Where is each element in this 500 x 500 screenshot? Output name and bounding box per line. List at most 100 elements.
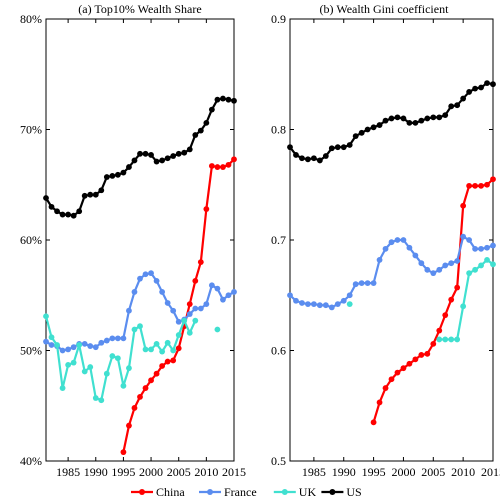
panel-b-x-tick-label: 2000: [391, 465, 415, 479]
panel-a-point-china: [175, 345, 182, 352]
panel-b-point-france: [352, 281, 359, 288]
panel-a-point-china: [197, 259, 204, 265]
panel-b-point-us: [478, 84, 484, 91]
panel-a-point-china: [159, 363, 166, 369]
panel-a-point-china: [203, 206, 210, 212]
panel-a-point-uk: [148, 346, 154, 353]
panel-b-x-tick-label: 2015: [481, 465, 500, 479]
panel-a-point-uk: [164, 339, 171, 346]
panel-b-point-france: [305, 301, 311, 307]
panel-b-point-us: [448, 103, 455, 110]
panel-a-title: (a) Top10% Wealth Share: [78, 2, 201, 16]
panel-b-point-china: [478, 182, 484, 189]
panel-a-point-france: [120, 335, 127, 342]
panel-b-point-france: [316, 302, 323, 309]
panel-b-series-us: [287, 80, 496, 164]
panel-b-point-china: [472, 182, 478, 189]
panel-b-point-us: [334, 144, 341, 151]
panel-a-point-france: [192, 305, 199, 312]
panel-b-point-china: [454, 284, 461, 291]
panel-a-point-france: [59, 347, 66, 354]
panel-b-point-france: [484, 244, 490, 251]
panel-b-point-china: [394, 369, 401, 376]
panel-b-point-us: [340, 144, 347, 151]
panel-a-point-uk: [153, 340, 160, 347]
panel-a-point-us: [54, 208, 60, 215]
panel-a-point-china: [220, 164, 226, 170]
panel-a-point-uk: [175, 332, 182, 338]
panel-b-point-uk: [466, 270, 473, 277]
panel-b-point-us: [442, 112, 449, 119]
panel-b-point-us: [382, 117, 389, 124]
panel-a-point-uk: [109, 353, 116, 359]
panel-b-point-china: [418, 352, 425, 358]
panel-a-point-us: [159, 157, 166, 164]
panel-a-x-tick-label: 2010: [194, 465, 218, 479]
panel-b-point-france: [340, 297, 347, 304]
panel-a-y-tick-label: 60%: [20, 233, 42, 247]
panel-a-point-us: [220, 95, 226, 102]
panel-a-point-us: [192, 132, 199, 138]
panel-b-point-us: [394, 114, 401, 121]
panel-a-x-tick-label: 1995: [111, 465, 135, 479]
panel-a-series-line-china: [122, 158, 235, 453]
panel-b-point-china: [370, 419, 377, 426]
panel-b-point-us: [454, 102, 461, 109]
panel-b-point-france: [388, 239, 395, 246]
panel-a-point-france: [186, 311, 193, 317]
panel-a-point-uk: [70, 359, 77, 366]
panel-a-x-tick-label: 2005: [167, 465, 191, 479]
panel-b-point-france: [436, 266, 443, 273]
panel-b-y-tick-label: 0.7: [271, 233, 286, 247]
panel-b-point-france: [394, 237, 401, 243]
panel-b-y-tick-label: 0.8: [271, 123, 286, 137]
panel-a-point-us: [131, 157, 138, 164]
panel-b-point-us: [460, 95, 467, 102]
panel-a-point-china: [137, 394, 143, 400]
panel-a-point-france: [148, 270, 154, 277]
panel-a-point-us: [175, 150, 182, 157]
panel-b-point-china: [388, 376, 395, 383]
panel-b-point-us: [352, 133, 359, 140]
panel-b-point-china: [448, 296, 455, 303]
panel-a-point-uk: [126, 365, 132, 372]
panel-b-point-china: [490, 176, 496, 183]
panel-a-point-us: [59, 211, 66, 218]
panel-b-title: (b) Wealth Gini coefficient: [320, 2, 450, 16]
panel-b-x-tick-label: 1995: [362, 465, 386, 479]
panel-a-point-us: [48, 203, 55, 210]
panel-a-point-france: [159, 289, 166, 295]
panel-b-point-uk: [448, 336, 455, 343]
panel-b-point-us: [400, 115, 407, 122]
panel-a-point-us: [225, 96, 232, 103]
panel-a-point-france: [231, 289, 237, 295]
panel-a-point-us: [114, 171, 121, 178]
panel-b-point-france: [460, 233, 467, 240]
panel-a-point-uk: [142, 346, 149, 353]
panel-b-point-france: [358, 280, 365, 286]
panel-b-point-france: [328, 304, 335, 311]
panel-b-point-china: [460, 202, 467, 209]
panel-b-point-china: [442, 312, 449, 319]
panel-a-point-us: [43, 195, 49, 201]
panel-b-point-uk: [442, 336, 449, 343]
panel-a-point-uk: [98, 397, 105, 404]
panel-b-point-france: [478, 245, 484, 252]
panel-a-point-us: [120, 169, 127, 176]
panel-a-point-us: [109, 173, 116, 179]
panel-b-series-line-france: [289, 235, 494, 309]
panel-a-point-uk: [192, 317, 199, 324]
panel-b-point-france: [370, 280, 377, 286]
panel-a-point-us: [181, 149, 188, 156]
panel-b-point-france: [424, 266, 431, 273]
panel-a-point-china: [231, 156, 237, 163]
panel-b-series-china: [370, 176, 496, 426]
panel-b-point-france: [299, 300, 305, 306]
panel-a-point-france: [131, 289, 138, 295]
panel-b-point-us: [293, 152, 299, 158]
panel-b-point-france: [430, 270, 437, 277]
panel-b-plot: 0.5 0.6 0.7 0.8 0.9 1985 1990 1995 2000 2005 2010 2…: [271, 12, 500, 479]
panel-a-point-uk: [65, 361, 72, 368]
panel-b-series-line-china: [372, 178, 494, 423]
panel-b-point-china: [466, 182, 473, 189]
